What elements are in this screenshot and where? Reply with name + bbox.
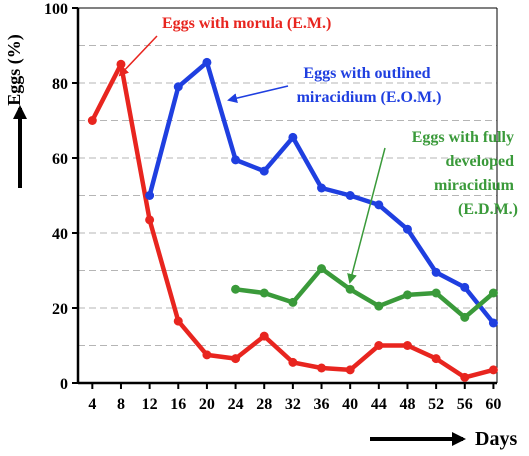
data-point	[116, 59, 126, 69]
annotation-developed-line-4: (E.D.M.)	[458, 201, 518, 218]
data-point	[231, 155, 241, 165]
data-point	[460, 372, 470, 382]
y-ticks: 0 20 40 60 80 100	[44, 1, 78, 393]
data-point	[259, 288, 269, 298]
y-tick-label: 80	[52, 76, 68, 93]
data-point	[145, 215, 155, 225]
annotation-developed-line-3: miracidium	[434, 177, 515, 194]
annotation-outlined-arrow	[227, 85, 289, 104]
annotation-morula: Eggs with morula (E.M.)	[162, 15, 331, 32]
data-point	[317, 264, 327, 274]
data-point	[460, 282, 470, 292]
data-point	[460, 312, 470, 322]
data-point	[173, 82, 183, 92]
y-tick-label: 60	[52, 151, 68, 168]
y-tick-label: 100	[44, 1, 68, 18]
annotation-morula-arrow	[118, 35, 158, 77]
data-point	[317, 363, 327, 373]
x-axis-label: Days	[475, 428, 517, 450]
series-layer	[87, 57, 498, 382]
data-point	[345, 191, 355, 200]
data-point	[488, 288, 498, 298]
data-point	[288, 357, 298, 367]
x-tick-label: 28	[256, 396, 272, 413]
x-tick-label: 32	[285, 396, 301, 413]
data-point	[374, 301, 384, 311]
data-point	[431, 354, 441, 364]
data-point	[431, 288, 441, 298]
data-point	[402, 224, 412, 234]
x-tick-label: 44	[371, 396, 387, 413]
series-1	[145, 57, 498, 328]
annotation-outlined: Eggs with outlined miracidium (E.O.M.)	[297, 65, 442, 106]
annotation-outlined-line-1: Eggs with outlined	[303, 65, 430, 82]
annotation-developed: Eggs with fully developed miracidium (E.…	[412, 129, 518, 218]
data-point	[374, 341, 384, 350]
x-tick-label: 60	[485, 396, 501, 413]
data-point	[345, 365, 355, 375]
data-point	[345, 284, 355, 294]
data-point	[402, 290, 412, 300]
annotation-developed-line-1: Eggs with fully	[412, 129, 514, 146]
y-tick-label: 20	[52, 301, 68, 318]
data-point	[87, 116, 97, 125]
x-tick-label: 16	[170, 396, 186, 413]
annotation-morula-line-1: Eggs with morula (E.M.)	[162, 15, 331, 32]
x-tick-label: 4	[88, 396, 96, 413]
data-point	[374, 200, 384, 210]
x-tick-label: 24	[228, 396, 244, 413]
annotation-developed-line-2: developed	[446, 153, 515, 170]
x-tick-label: 12	[142, 396, 158, 413]
data-point	[173, 316, 183, 326]
x-tick-label: 36	[314, 396, 330, 413]
x-tick-label: 48	[399, 396, 415, 413]
y-tick-label: 40	[52, 226, 68, 243]
annotation-developed-arrow	[347, 147, 386, 284]
annotation-outlined-line-2: miracidium (E.O.M.)	[297, 89, 442, 106]
x-tick-label: 40	[342, 396, 358, 413]
y-axis-label: Eggs (%)	[4, 34, 25, 106]
x-ticks: 4 8 12 16 20 24 28 32 36 40 44 48 52 56 60	[88, 383, 501, 413]
data-point	[145, 191, 155, 200]
x-tick-label: 20	[199, 396, 215, 413]
series-2	[231, 264, 498, 322]
data-point	[431, 267, 441, 277]
data-point	[488, 318, 498, 328]
data-point	[202, 350, 212, 360]
x-tick-label: 8	[117, 396, 125, 413]
data-point	[488, 365, 498, 375]
data-point	[288, 297, 298, 307]
data-point	[202, 57, 212, 67]
x-tick-label: 52	[428, 396, 444, 413]
data-point	[317, 183, 327, 193]
data-point	[231, 284, 241, 294]
data-point	[259, 166, 269, 176]
data-point	[259, 331, 269, 341]
data-point	[231, 354, 241, 364]
x-tick-label: 56	[457, 396, 473, 413]
y-tick-label: 0	[60, 376, 68, 393]
data-point	[402, 341, 412, 350]
data-point	[288, 132, 298, 142]
series-0	[87, 59, 498, 382]
series-line	[233, 266, 496, 320]
